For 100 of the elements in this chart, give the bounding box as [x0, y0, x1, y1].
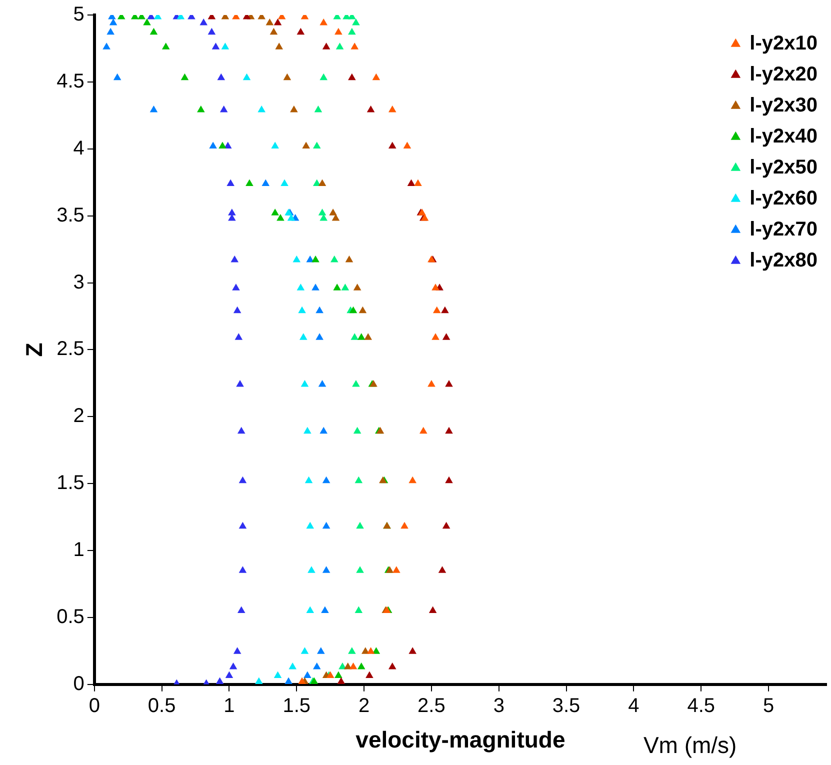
x-tick-label: 0.5: [148, 694, 176, 717]
point: [300, 380, 309, 387]
point: [304, 426, 312, 434]
point: [298, 306, 306, 314]
point: [217, 73, 226, 80]
point: [238, 566, 247, 573]
point: [353, 284, 362, 290]
y-tick-label: 2: [73, 405, 84, 428]
point: [350, 42, 359, 50]
point: [312, 256, 320, 262]
legend-label: l-y2x80: [750, 250, 818, 272]
point: [238, 522, 247, 529]
point: [304, 671, 312, 678]
point: [407, 179, 416, 186]
point: [312, 142, 321, 148]
point: [442, 333, 450, 340]
point: [271, 208, 279, 216]
point: [322, 566, 330, 573]
point: [246, 179, 254, 186]
point: [102, 42, 110, 50]
point: [262, 179, 270, 186]
legend-label: l-y2x60: [750, 188, 818, 210]
point: [337, 677, 346, 684]
legend-label: l-y2x70: [750, 218, 818, 241]
point: [306, 522, 314, 529]
point: [329, 208, 337, 216]
point: [445, 380, 453, 387]
point: [237, 606, 246, 614]
point: [284, 677, 292, 684]
point: [298, 677, 306, 684]
point: [350, 333, 359, 340]
point: [254, 677, 263, 684]
point: [438, 566, 446, 573]
point: [336, 42, 344, 50]
y-tick-label: 3: [73, 271, 84, 294]
point: [349, 662, 358, 670]
point: [388, 662, 396, 670]
point: [276, 214, 284, 221]
x-tick-label: 4.5: [687, 694, 716, 717]
y-tick-label: 3.5: [56, 204, 84, 226]
point: [322, 476, 330, 484]
point: [408, 647, 416, 654]
point: [299, 333, 308, 340]
point: [296, 28, 305, 35]
point: [242, 73, 251, 80]
point: [258, 106, 266, 112]
point: [334, 28, 342, 35]
point: [216, 677, 224, 684]
point: [109, 18, 118, 26]
point: [419, 426, 428, 434]
point: [321, 606, 329, 614]
legend-label: l-y2x20: [750, 64, 818, 86]
point: [348, 647, 356, 654]
point: [356, 566, 364, 573]
point: [290, 106, 298, 112]
point: [441, 306, 449, 314]
point: [228, 208, 236, 216]
point: [238, 476, 247, 484]
point: [233, 647, 242, 654]
point: [414, 179, 422, 186]
point: [352, 18, 360, 26]
point: [209, 142, 217, 148]
point: [366, 647, 375, 654]
point: [428, 380, 436, 387]
point: [432, 284, 440, 290]
point: [287, 214, 296, 221]
y-tick-label: 5: [73, 4, 84, 26]
point: [357, 333, 366, 340]
point: [354, 606, 363, 614]
point: [312, 284, 320, 290]
text: Vm (m/s): [643, 732, 737, 758]
point: [372, 73, 380, 80]
legend-label: l-y2x50: [750, 156, 818, 179]
point: [180, 73, 189, 80]
point: [320, 18, 328, 26]
point: [283, 73, 292, 80]
point: [388, 142, 396, 148]
legend-label: l-y2x30: [750, 94, 818, 117]
point: [442, 522, 450, 529]
point: [302, 142, 310, 148]
point: [292, 256, 301, 262]
point: [296, 284, 305, 290]
point: [162, 42, 170, 50]
x-tick-label: 1: [224, 694, 235, 717]
point: [356, 522, 364, 529]
point: [445, 476, 453, 484]
y-tick-label: 0: [73, 672, 84, 695]
point: [113, 73, 122, 80]
y-axis-title: Z: [21, 342, 48, 357]
y-tick-label: 1.5: [56, 472, 84, 494]
point: [358, 306, 367, 314]
x-tick-label: 0: [88, 694, 100, 717]
point: [143, 18, 151, 26]
x-tick-label: 5: [762, 694, 774, 717]
point: [318, 208, 326, 216]
x-tick-label: 4: [628, 694, 640, 717]
point: [320, 426, 328, 434]
legend-label: l-y2x10: [750, 32, 818, 55]
point: [354, 476, 363, 484]
point: [280, 179, 288, 186]
